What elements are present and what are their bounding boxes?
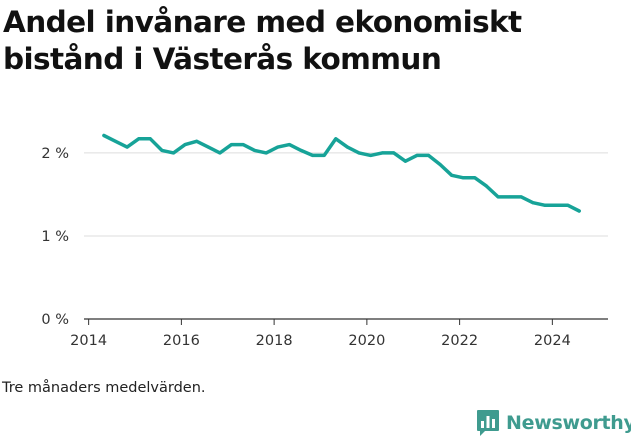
data-point	[392, 151, 396, 155]
series-line	[102, 133, 581, 213]
x-tick-label: 2024	[534, 333, 571, 349]
data-point	[450, 173, 454, 177]
newsworthy-logo: Newsworthy	[476, 408, 631, 438]
data-point	[334, 137, 338, 141]
data-point	[264, 151, 268, 155]
data-point	[485, 184, 489, 188]
data-point	[206, 145, 210, 149]
data-point	[531, 201, 535, 205]
data-point	[415, 153, 419, 157]
data-point	[357, 151, 361, 155]
data-point	[542, 203, 546, 207]
chart-note: Tre månaders medelvärden.	[2, 380, 206, 396]
data-point	[577, 209, 581, 213]
y-tick-label: 1 %	[41, 229, 69, 245]
data-point	[148, 137, 152, 141]
data-point	[171, 151, 175, 155]
data-point	[183, 143, 187, 147]
data-point	[496, 195, 500, 199]
data-point	[380, 151, 384, 155]
x-tick-label: 2020	[348, 333, 385, 349]
line-chart: 0 % 1 % 2 % 2014 2016 2018 2020 2022 2024	[41, 133, 608, 349]
data-point	[218, 151, 222, 155]
data-point	[322, 153, 326, 157]
data-point	[114, 139, 118, 143]
chart-title: Andel invånare med ekonomiskt bistånd i …	[3, 5, 522, 76]
data-point	[566, 203, 570, 207]
data-point	[369, 153, 373, 157]
data-point	[125, 145, 129, 149]
data-point	[427, 153, 431, 157]
x-tick-label: 2018	[256, 333, 293, 349]
data-point	[508, 195, 512, 199]
data-point	[554, 203, 558, 207]
data-point	[438, 163, 442, 167]
y-tick-label: 2 %	[41, 146, 69, 162]
x-tick-label: 2016	[163, 333, 200, 349]
grid-lines	[84, 152, 608, 237]
data-point	[229, 143, 233, 147]
data-point	[241, 143, 245, 147]
x-tick-label: 2014	[70, 333, 107, 349]
data-point	[403, 159, 407, 163]
y-axis: 0 % 1 % 2 %	[41, 146, 69, 328]
data-point	[160, 148, 164, 152]
brand-name: Newsworthy	[506, 412, 631, 434]
data-point	[195, 139, 199, 143]
x-tick-label: 2022	[441, 333, 478, 349]
series-group	[102, 133, 581, 213]
bar-chart-logo-icon	[477, 410, 499, 436]
data-point	[473, 176, 477, 180]
y-tick-label: 0 %	[41, 312, 69, 328]
data-point	[276, 145, 280, 149]
data-point	[311, 153, 315, 157]
data-point	[461, 176, 465, 180]
data-point	[102, 133, 106, 137]
data-point	[345, 145, 349, 149]
data-point	[253, 148, 257, 152]
data-point	[519, 195, 523, 199]
data-point	[137, 137, 141, 141]
x-axis: 2014 2016 2018 2020 2022 2024	[70, 318, 608, 349]
data-point	[299, 148, 303, 152]
data-point	[287, 143, 291, 147]
